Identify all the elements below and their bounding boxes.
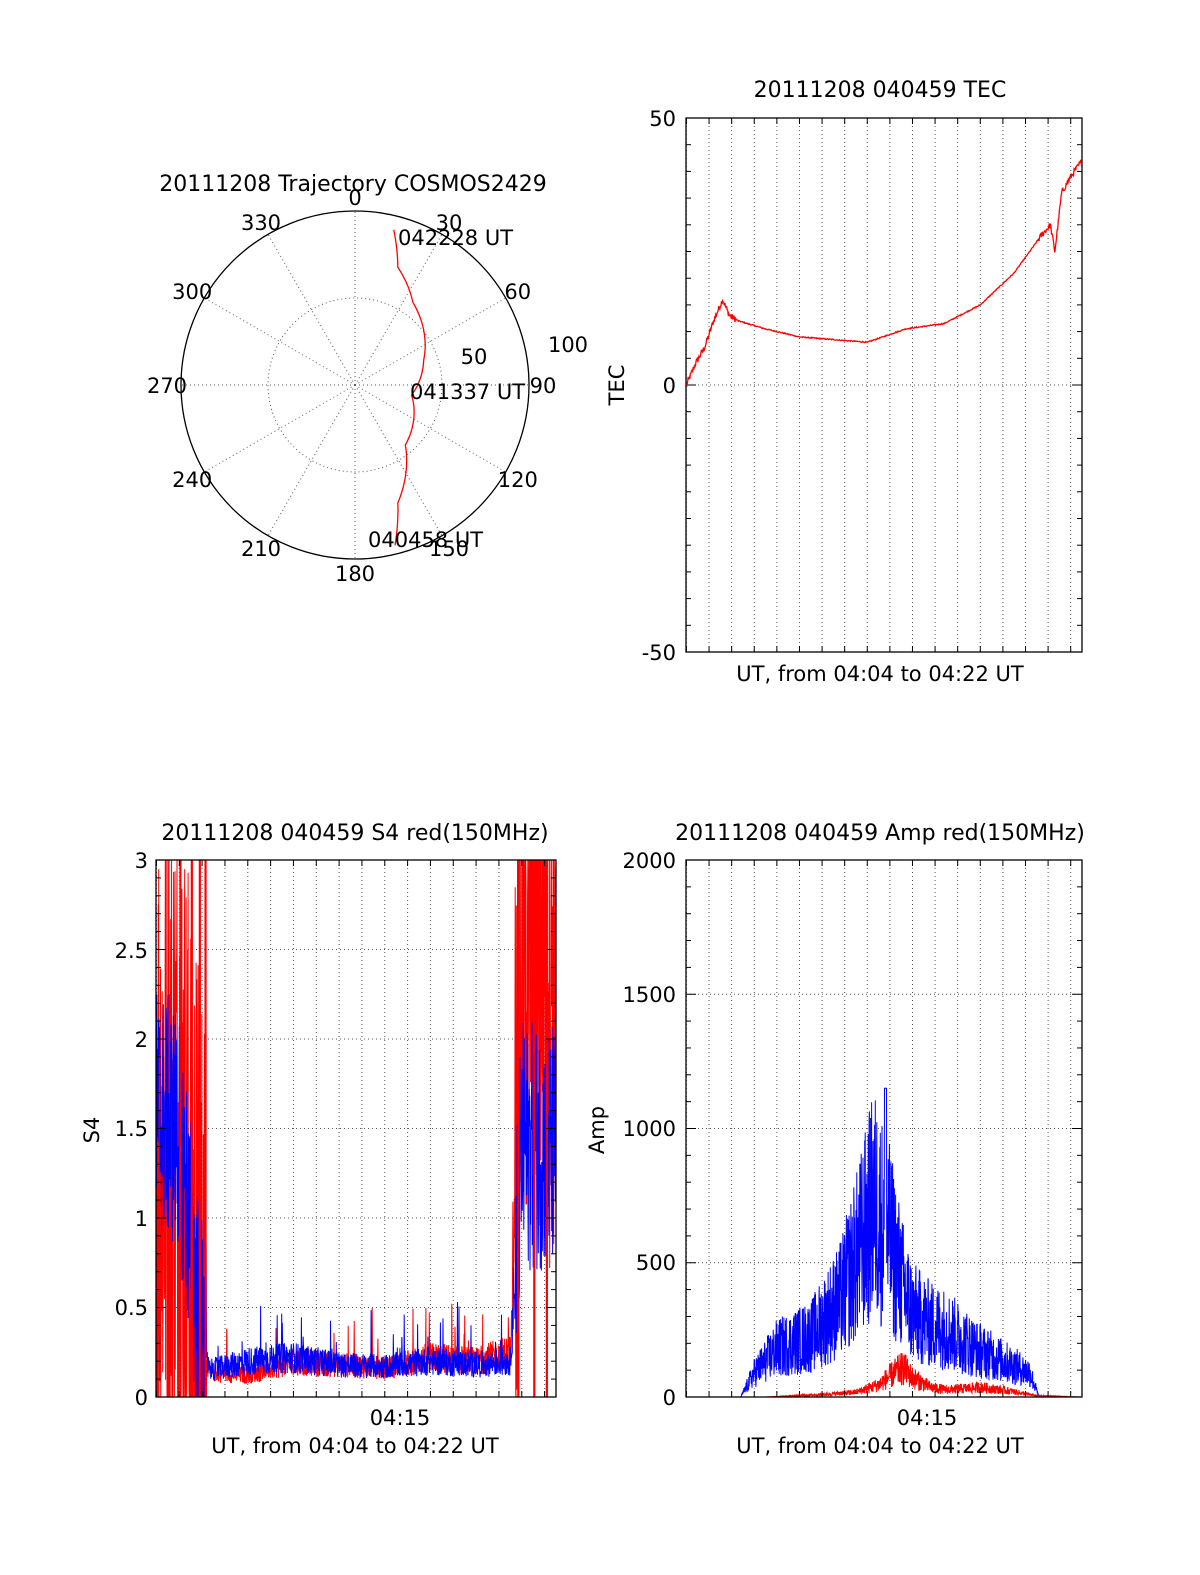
- tec-grid: [685, 118, 1082, 652]
- amp-ytick-0: 0: [663, 1386, 676, 1410]
- s4-ytick-2.5: 2.5: [115, 939, 148, 963]
- tec-ytick-0: 0: [663, 374, 676, 398]
- tec-ytick-neg50: -50: [642, 641, 676, 665]
- amp-ytick-1500: 1500: [623, 983, 676, 1007]
- s4-blue-series-line: [156, 994, 557, 1398]
- polar-radial-line: [267, 384, 356, 536]
- polar-radial-line: [204, 297, 356, 386]
- azimuth-label-0: 0: [348, 186, 361, 210]
- s4-grid: [155, 860, 556, 1397]
- s4-ylabel: S4: [80, 1117, 104, 1144]
- azimuth-label-210: 210: [241, 537, 281, 561]
- polar-grid: [181, 211, 529, 559]
- azimuth-label-30: 30: [436, 211, 463, 235]
- s4-ytick-0.5: 0.5: [115, 1296, 148, 1320]
- trajectory-panel: 20111208 Trajectory COSMOS2429 0 30 60 90 12…: [147, 172, 588, 586]
- radius-label-50: 50: [461, 345, 488, 369]
- polar-radial-line: [354, 384, 443, 536]
- s4-ytick-2: 2: [135, 1028, 148, 1052]
- amp-ytick-500: 500: [636, 1251, 676, 1275]
- amp-title: 20111208 040459 Amp red(150MHz): [675, 821, 1085, 846]
- tec-ytick-50: 50: [649, 107, 676, 131]
- s4-title: 20111208 040459 S4 red(150MHz): [161, 821, 548, 846]
- azimuth-label-90: 90: [530, 374, 557, 398]
- polar-outer-circle: [180, 210, 530, 560]
- amp-minor-ticks: [685, 859, 1082, 1398]
- tec-minor-ticks: [685, 117, 1082, 653]
- s4-ytick-0: 0: [135, 1386, 148, 1410]
- s4-xtick-0415: 04:15: [370, 1406, 431, 1430]
- s4-xlabel: UT, from 04:04 to 04:22 UT: [211, 1434, 499, 1458]
- tec-series-line: [685, 159, 1083, 387]
- s4-minor-ticks: [155, 859, 556, 1398]
- time-label-mid: 041337 UT: [410, 380, 525, 404]
- s4-ytick-1: 1: [135, 1207, 148, 1231]
- trajectory-title: 20111208 Trajectory COSMOS2429: [159, 172, 546, 197]
- amp-xlabel: UT, from 04:04 to 04:22 UT: [736, 1434, 1024, 1458]
- s4-panel: 20111208 040459 S4 red(150MHz) 3 2.5 2 1…: [80, 821, 557, 1458]
- time-label-end: 042228 UT: [398, 226, 513, 250]
- azimuth-label-120: 120: [498, 468, 538, 492]
- tec-ylabel: TEC: [605, 365, 629, 407]
- radius-label-100: 100: [548, 333, 588, 357]
- azimuth-label-300: 300: [172, 280, 212, 304]
- polar-grid-circle: [267, 297, 443, 473]
- trajectory-track: [393, 229, 426, 546]
- amp-blue-series-line: [686, 1087, 1082, 1398]
- azimuth-label-330: 330: [241, 211, 281, 235]
- time-label-start: 040458 UT: [368, 528, 483, 552]
- tec-panel: 20111208 040459 TEC 50 0 -50 TEC UT, fro…: [605, 78, 1083, 686]
- s4-ytick-1.5: 1.5: [115, 1117, 148, 1141]
- amp-ytick-1000: 1000: [623, 1117, 676, 1141]
- tec-xlabel: UT, from 04:04 to 04:22 UT: [736, 662, 1024, 686]
- tec-title: 20111208 040459 TEC: [754, 78, 1007, 103]
- polar-radial-line: [204, 384, 356, 473]
- azimuth-label-270: 270: [147, 374, 187, 398]
- polar-radial-line: [354, 234, 443, 386]
- azimuth-label-180: 180: [335, 562, 375, 586]
- amp-xtick-0415: 04:15: [897, 1406, 958, 1430]
- amp-series: [686, 1087, 1082, 1399]
- s4-ytick-3: 3: [135, 849, 148, 873]
- amp-ytick-2000: 2000: [623, 849, 676, 873]
- polar-radial-line: [354, 384, 506, 473]
- azimuth-label-60: 60: [504, 280, 531, 304]
- polar-radial-line: [354, 297, 506, 386]
- amp-panel: 20111208 040459 Amp red(150MHz) 2000 150…: [585, 821, 1085, 1458]
- polar-radial-line: [267, 234, 356, 386]
- amp-ylabel: Amp: [585, 1106, 609, 1154]
- azimuth-label-240: 240: [172, 468, 212, 492]
- azimuth-label-150: 150: [429, 537, 469, 561]
- azimuth-labels: 0 30 60 90 120 150 180 210 240 270 300 330: [147, 186, 556, 586]
